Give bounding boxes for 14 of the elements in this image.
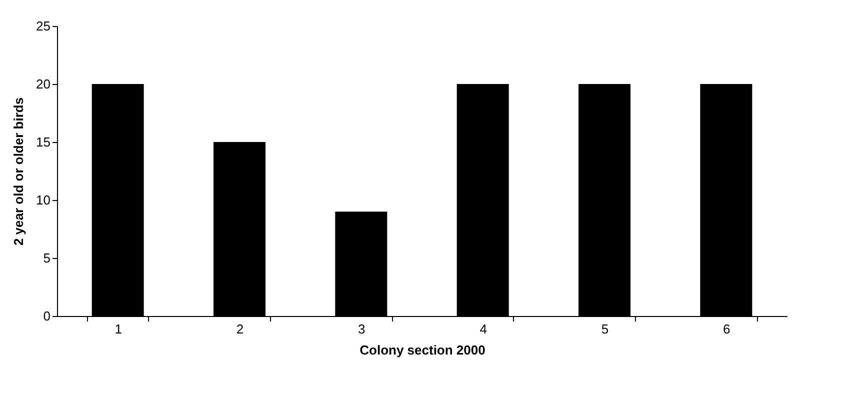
x-tick-label: 4: [480, 322, 487, 336]
x-tick-label: 1: [114, 322, 122, 336]
x-axis-title: Colony section 2000: [360, 342, 486, 358]
x-tick-label: 3: [358, 322, 366, 336]
x-tick-label: 6: [723, 322, 730, 336]
y-tick-label: 20: [36, 76, 50, 92]
y-tick-label: 15: [36, 134, 50, 150]
x-tick-label: 5: [601, 322, 609, 336]
y-tick-label: 0: [43, 308, 50, 324]
x-tick-label: 2: [236, 322, 244, 336]
y-tick-label: 25: [36, 18, 50, 34]
y-tick-label: 5: [43, 250, 50, 266]
y-axis-title: 2 year old or older birds: [11, 97, 26, 246]
y-tick-label: 10: [36, 192, 50, 208]
